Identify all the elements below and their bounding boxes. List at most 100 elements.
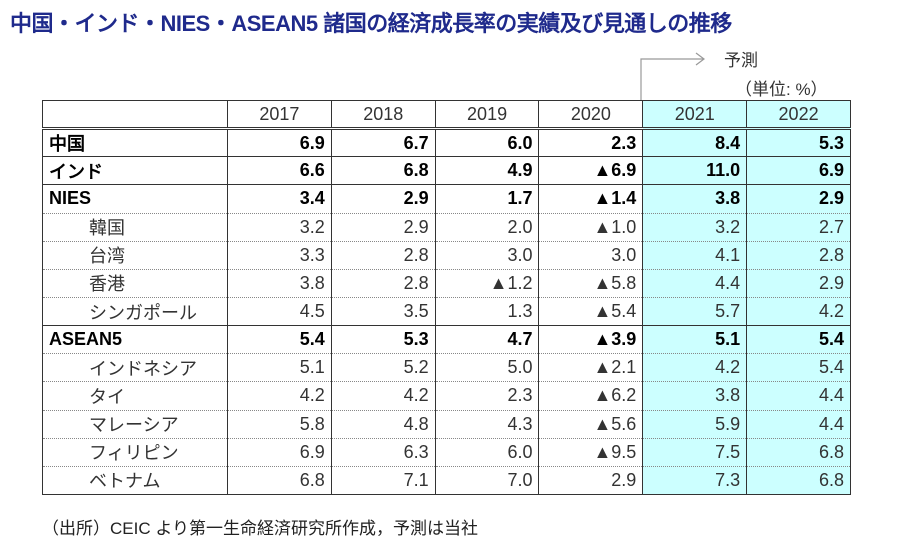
- cell-value: 5.0: [434, 353, 540, 383]
- cell-value: 4.3: [434, 410, 540, 439]
- cell-value: 6.8: [330, 156, 436, 186]
- table-row: 台湾 3.3 2.8 3.0 3.0 4.1 2.8: [42, 241, 851, 270]
- row-label: NIES: [42, 184, 228, 214]
- cell-value: 2.9: [746, 269, 851, 298]
- cell-value: 2.0: [434, 213, 540, 242]
- cell-value: 4.2: [227, 381, 332, 411]
- cell-value: 2.8: [330, 241, 436, 270]
- cell-value: 6.9: [227, 438, 332, 467]
- column-header-2019: 2019: [434, 99, 540, 131]
- cell-value: 2.9: [538, 466, 644, 495]
- row-label: タイ: [42, 381, 228, 411]
- cell-value: ▲5.6: [538, 410, 644, 439]
- source-footnote: （出所）CEIC より第一生命経済研究所作成，予測は当社: [42, 519, 478, 538]
- cell-value: 3.8: [642, 381, 748, 411]
- row-label: シンガポール: [42, 297, 228, 327]
- table-row: NIES 3.4 2.9 1.7 ▲1.4 3.8 2.9: [42, 184, 851, 214]
- cell-value: 5.3: [330, 325, 436, 355]
- cell-value: 2.7: [746, 213, 851, 242]
- cell-value: 3.4: [227, 184, 332, 214]
- cell-value: 3.2: [227, 213, 332, 242]
- table-row: インドネシア 5.1 5.2 5.0 ▲2.1 4.2 5.4: [42, 353, 851, 383]
- row-label: ベトナム: [42, 466, 228, 495]
- cell-value: 7.1: [330, 466, 436, 495]
- column-header-2018: 2018: [330, 99, 436, 131]
- cell-value: 5.2: [330, 353, 436, 383]
- column-header-2017: 2017: [227, 99, 332, 131]
- cell-value: ▲6.2: [538, 381, 644, 411]
- cell-value: 2.8: [330, 269, 436, 298]
- cell-value: 6.8: [227, 466, 332, 495]
- cell-value: 2.3: [434, 381, 540, 411]
- cell-value: ▲5.8: [538, 269, 644, 298]
- table-row: フィリピン 6.9 6.3 6.0 ▲9.5 7.5 6.8: [42, 438, 851, 467]
- cell-value: 8.4: [642, 128, 748, 158]
- cell-value: 4.5: [227, 297, 332, 327]
- table-row: マレーシア 5.8 4.8 4.3 ▲5.6 5.9 4.4: [42, 410, 851, 439]
- row-label: 台湾: [42, 241, 228, 270]
- cell-value: 5.9: [642, 410, 748, 439]
- row-label: 香港: [42, 269, 228, 298]
- cell-value: 4.2: [642, 353, 748, 383]
- table-row: タイ 4.2 4.2 2.3 ▲6.2 3.8 4.4: [42, 381, 851, 411]
- table-row: 香港 3.8 2.8 ▲1.2 ▲5.8 4.4 2.9: [42, 269, 851, 298]
- unit-label: （単位: %）: [735, 80, 828, 99]
- cell-value: 5.1: [227, 353, 332, 383]
- cell-value: 3.8: [642, 184, 748, 214]
- header-row: 2017 2018 2019 2020 2021 2022: [42, 99, 851, 131]
- cell-value: 4.4: [746, 381, 851, 411]
- table-row: インド 6.6 6.8 4.9 ▲6.9 11.0 6.9: [42, 156, 851, 186]
- cell-value: 5.8: [227, 410, 332, 439]
- cell-value: 4.7: [434, 325, 540, 355]
- table-row: 韓国 3.2 2.9 2.0 ▲1.0 3.2 2.7: [42, 213, 851, 242]
- cell-value: 7.0: [434, 466, 540, 495]
- cell-value: ▲1.2: [434, 269, 540, 298]
- column-header-2020: 2020: [538, 99, 644, 131]
- row-label: インド: [42, 156, 228, 186]
- growth-rate-table: 2017 2018 2019 2020 2021 2022 中国 6.9 6.7 6.0 2.3 8…: [42, 99, 851, 495]
- row-label: インドネシア: [42, 353, 228, 383]
- row-label: フィリピン: [42, 438, 228, 467]
- cell-value: 3.3: [227, 241, 332, 270]
- cell-value: 3.2: [642, 213, 748, 242]
- row-label: マレーシア: [42, 410, 228, 439]
- cell-value: 3.8: [227, 269, 332, 298]
- cell-value: ▲2.1: [538, 353, 644, 383]
- forecast-arrow-icon: [640, 52, 705, 101]
- cell-value: ▲3.9: [538, 325, 644, 355]
- row-label: ASEAN5: [42, 325, 228, 355]
- cell-value: ▲6.9: [538, 156, 644, 186]
- cell-value: ▲1.4: [538, 184, 644, 214]
- table-row: ベトナム 6.8 7.1 7.0 2.9 7.3 6.8: [42, 466, 851, 495]
- cell-value: 4.4: [746, 410, 851, 439]
- cell-value: 3.5: [330, 297, 436, 327]
- cell-value: 4.9: [434, 156, 540, 186]
- cell-value: 4.1: [642, 241, 748, 270]
- cell-value: 4.8: [330, 410, 436, 439]
- cell-value: 2.8: [746, 241, 851, 270]
- cell-value: 5.1: [642, 325, 748, 355]
- cell-value: 4.4: [642, 269, 748, 298]
- cell-value: 1.7: [434, 184, 540, 214]
- cell-value: 6.3: [330, 438, 436, 467]
- cell-value: 6.7: [330, 128, 436, 158]
- cell-value: 6.8: [746, 438, 851, 467]
- table-row: 中国 6.9 6.7 6.0 2.3 8.4 5.3: [42, 128, 851, 158]
- cell-value: ▲5.4: [538, 297, 644, 327]
- cell-value: 6.9: [227, 128, 332, 158]
- cell-value: 5.4: [746, 325, 851, 355]
- cell-value: 3.0: [538, 241, 644, 270]
- cell-value: 4.2: [746, 297, 851, 327]
- table-row: ASEAN5 5.4 5.3 4.7 ▲3.9 5.1 5.4: [42, 325, 851, 355]
- forecast-label: 予測: [724, 51, 758, 70]
- cell-value: 2.9: [330, 184, 436, 214]
- cell-value: ▲9.5: [538, 438, 644, 467]
- cell-value: 6.8: [746, 466, 851, 495]
- cell-value: 7.5: [642, 438, 748, 467]
- cell-value: 6.0: [434, 438, 540, 467]
- cell-value: 2.9: [746, 184, 851, 214]
- cell-value: 5.4: [746, 353, 851, 383]
- cell-value: 11.0: [642, 156, 748, 186]
- cell-value: 1.3: [434, 297, 540, 327]
- cell-value: 4.2: [330, 381, 436, 411]
